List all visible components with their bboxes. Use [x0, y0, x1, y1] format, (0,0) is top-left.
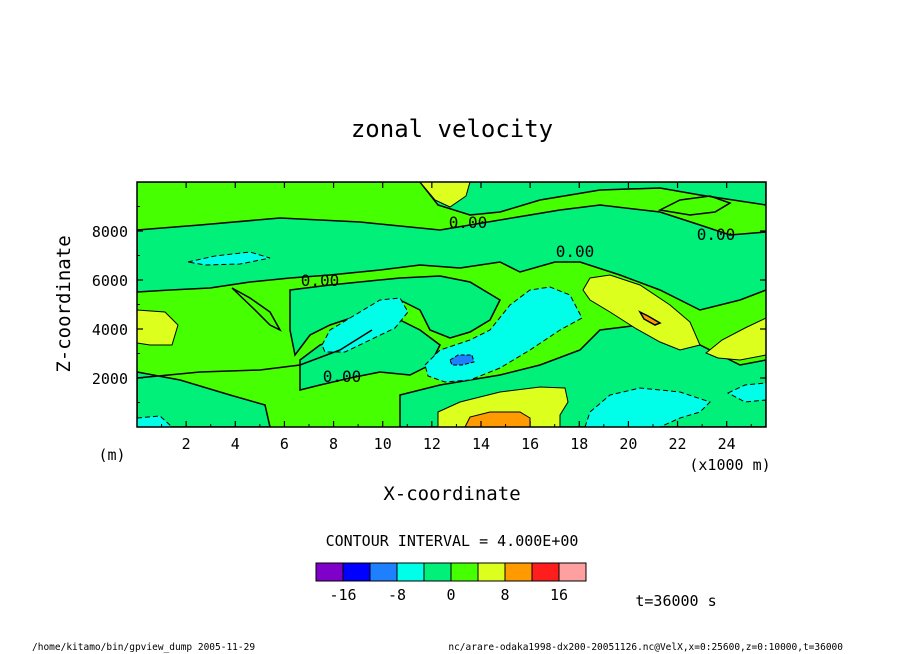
x-tick-label: 16: [521, 435, 539, 453]
x-tick-label: 14: [472, 435, 490, 453]
region-blue: [449, 354, 475, 366]
contour-labels: 0.00 0.00 0.00 0.00 0.00: [301, 213, 736, 386]
x-tick-label: 8: [329, 435, 338, 453]
region-cyan: [321, 297, 409, 353]
x-tick-label: 24: [718, 435, 736, 453]
region-red: [638, 310, 662, 326]
region-yellow: [137, 309, 179, 346]
chart-title: zonal velocity: [351, 115, 553, 143]
y-tick-label: 6000: [92, 272, 128, 290]
footer-left: /home/kitamo/bin/gpview_dump 2005-11-29: [32, 642, 255, 653]
colorbar-swatch: [315, 562, 344, 582]
x-axis-label: X-coordinate: [383, 483, 520, 505]
colorbar-swatch: [342, 562, 371, 582]
footer-right: nc/arare-odaka1998-dx200-20051126.nc@Vel…: [448, 642, 843, 653]
contour-label: 0.00: [449, 213, 488, 232]
colorbar-swatch: [531, 562, 560, 582]
colorbar: -16 -8 0 8 16: [315, 562, 587, 604]
y-tick-label: 4000: [92, 321, 128, 339]
x-tick-label: 12: [423, 435, 441, 453]
plot-area: [137, 182, 766, 427]
region-neg-0-4: [137, 371, 271, 427]
contour-label: 0.00: [323, 367, 362, 386]
colorbar-tick-label: 8: [500, 586, 509, 604]
region-cyan: [137, 415, 173, 427]
colorbar-swatch: [504, 562, 533, 582]
contour-label: 0.00: [697, 225, 736, 244]
y-axis: 2000 4000 6000 8000: [92, 206, 766, 403]
x-tick-label: 20: [619, 435, 637, 453]
colorbar-swatch: [423, 562, 452, 582]
x-tick-label: 22: [669, 435, 687, 453]
colorbar-tick-label: 16: [550, 586, 568, 604]
colorbar-swatch: [477, 562, 506, 582]
region-neg-0-4: [289, 275, 501, 357]
x-tick-label: 2: [182, 435, 191, 453]
colorbar-swatch: [396, 562, 425, 582]
y-unit-label: (m): [98, 446, 125, 464]
colorbar-tick-label: 0: [446, 586, 455, 604]
y-tick-label: 2000: [92, 370, 128, 388]
x-tick-label: 10: [374, 435, 392, 453]
x-unit-label: (x1000 m): [689, 456, 770, 474]
y-tick-label: 8000: [92, 223, 128, 241]
y-axis-label: Z-coordinate: [53, 235, 75, 372]
region-cyan: [187, 251, 271, 266]
colorbar-swatch: [450, 562, 479, 582]
colorbar-swatch: [369, 562, 398, 582]
contour-label: 0.00: [301, 271, 340, 290]
region-neg-0-4: [137, 204, 766, 311]
contour-label: 0.00: [556, 242, 595, 261]
colorbar-tick-label: -8: [388, 586, 406, 604]
region-cyan: [726, 382, 766, 403]
colorbar-tick-label: -16: [329, 586, 356, 604]
colorbar-swatch: [558, 562, 587, 582]
x-tick-label: 4: [231, 435, 240, 453]
zero-contour: [657, 195, 732, 216]
zero-contour: [137, 329, 373, 379]
region-cyan: [584, 387, 711, 427]
contour-interval: CONTOUR INTERVAL = 4.000E+00: [326, 532, 579, 550]
time-label: t=36000 s: [635, 592, 716, 610]
region-yellow: [705, 317, 766, 361]
x-axis: 2 4 6 8 10 12 14 16 18 20 22 24: [161, 182, 752, 453]
x-tick-label: 18: [570, 435, 588, 453]
x-tick-label: 6: [280, 435, 289, 453]
region-yellow: [419, 182, 471, 208]
zero-contour: [231, 287, 282, 332]
